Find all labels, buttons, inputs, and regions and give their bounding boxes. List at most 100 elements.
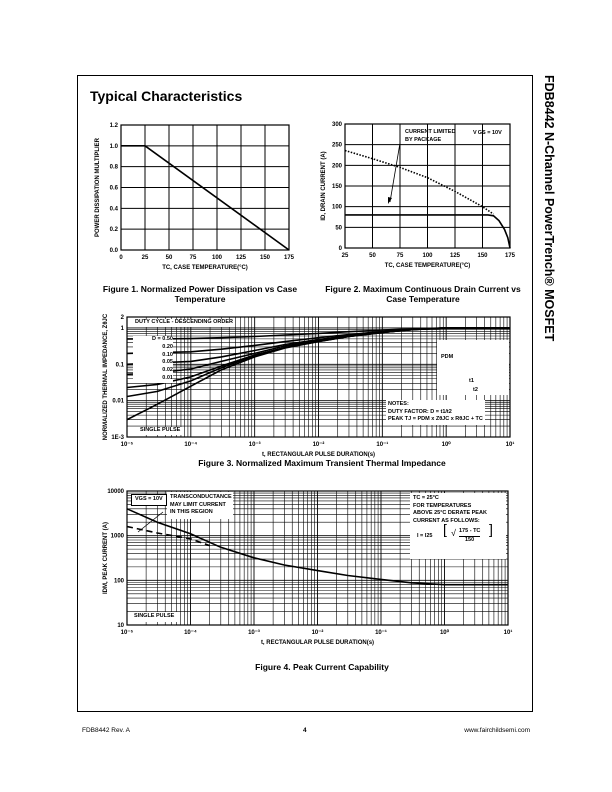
duty-factor-note: DUTY FACTOR: D = t1/t2	[388, 408, 452, 415]
x-axis-label: TC, CASE TEMPERATURE(°C)	[385, 263, 471, 269]
derate-line2: ABOVE 25°C DERATE PEAK	[413, 510, 487, 516]
y-tick-label: 100	[114, 578, 125, 584]
y-tick-label: 250	[332, 143, 343, 149]
x-tick-label: 100	[422, 253, 433, 259]
t2-label: t2	[473, 387, 478, 393]
x-tick-label: 150	[477, 253, 488, 259]
x-tick-label: 10⁻³	[248, 629, 260, 636]
series-line	[126, 327, 510, 421]
derate-line1: FOR TEMPERATURES	[413, 502, 472, 509]
x-tick-label: 10⁻¹	[375, 629, 387, 636]
derating-formula: I = I25 [ √ 175 - TC 150 ]	[413, 521, 503, 547]
x-tick-label: 0	[119, 255, 123, 261]
y-tick-label: 10000	[107, 489, 124, 495]
x-tick-label: 50	[166, 255, 173, 261]
y-tick-label: 150	[332, 184, 343, 190]
x-tick-label: 75	[190, 255, 197, 261]
x-tick-label: 10⁻⁴	[184, 442, 197, 448]
fig1-chart: 0 25 50 75 100 125 150 175 0.0 0.2 0.4 0.6 0.8 1.0 1.2…	[95, 123, 295, 271]
trans-line1: TRANSCONDUCTANCE	[170, 494, 232, 500]
fig3-pulse-diagram: PDM t1 t2	[437, 340, 509, 395]
legend-d-050: D = 0.50	[152, 336, 173, 342]
x-tick-label: 10⁰	[442, 441, 452, 448]
y-tick-label: 0.4	[110, 206, 119, 212]
x-tick-label: 10⁻⁵	[121, 630, 134, 636]
y-tick-label: 0.0	[110, 248, 119, 254]
x-tick-label: 25	[142, 255, 149, 261]
y-axis-label: ID, DRAIN CURRENT (A)	[321, 151, 327, 220]
figure1-caption-line1: Figure 1. Normalized Power Dissipation v…	[102, 284, 298, 294]
y-tick-label: 1E-3	[111, 435, 124, 441]
t1-label: t1	[469, 378, 474, 384]
figure1-caption: Figure 1. Normalized Power Dissipation v…	[86, 284, 314, 304]
footer-revision: FDB8442 Rev. A	[82, 727, 130, 734]
y-tick-label: 0.01	[112, 399, 124, 405]
formula-bracket-right: ]	[489, 521, 493, 537]
y-tick-label: 1.0	[110, 144, 119, 150]
x-tick-label: 100	[212, 255, 223, 261]
fig3-duty-cycle-label: DUTY CYCLE - DESCENDING ORDER	[133, 319, 235, 327]
x-tick-label: 10¹	[506, 441, 515, 448]
legend-d-010: 0.10	[162, 351, 173, 358]
y-tick-label: 200	[332, 163, 343, 169]
x-axis-label: TC, CASE TEMPERATURE(°C)	[162, 265, 248, 271]
x-tick-label: 10⁻¹	[376, 441, 388, 448]
fig2-chart: 25 50 75 100 125 150 175 0 50 100 150 200 250 300 TC, …	[321, 122, 516, 269]
figure4-caption: Figure 4. Peak Current Capability	[255, 662, 389, 672]
trans-line2: MAY LIMIT CURRENT	[170, 501, 226, 508]
series-line	[345, 214, 511, 249]
x-tick-label: 125	[236, 255, 247, 261]
formula-numerator: 175 - TC	[459, 528, 481, 537]
y-axis-label: POWER DISSIPATION MULTIPLIER	[95, 137, 101, 237]
figure2-caption: Figure 2. Maximum Continuous Drain Curre…	[312, 284, 534, 304]
legend-d-005: 0.05	[162, 359, 173, 366]
tc-line: TC = 25°C	[413, 495, 439, 501]
x-tick-label: 10⁻⁴	[184, 630, 197, 636]
x-tick-label: 175	[284, 255, 295, 261]
footer-website: www.fairchildsemi.com	[464, 727, 530, 734]
y-tick-label: 1000	[111, 534, 125, 540]
footer-page-number: 4	[303, 727, 307, 734]
y-tick-label: 10	[117, 623, 124, 629]
x-tick-label: 10⁻⁵	[121, 442, 134, 448]
y-tick-label: 0	[339, 246, 343, 252]
page-frame	[77, 75, 533, 712]
fig2-annotation-arrow	[389, 142, 401, 203]
figure2-caption-line2: Case Temperature	[386, 294, 460, 304]
x-tick-label: 50	[369, 253, 376, 259]
figure3-caption: Figure 3. Normalized Maximum Transient T…	[198, 458, 446, 468]
formula-bracket-left: [	[443, 521, 447, 537]
formula-denominator: 150	[465, 537, 475, 543]
fig2-vgs-label: V GS = 10V	[473, 130, 502, 136]
peak-tj-note: PEAK TJ = PDM x ZθJC x RθJC + TC	[388, 416, 483, 422]
fig4-annotation-pointer	[137, 511, 164, 533]
notes-heading: NOTES:	[388, 401, 409, 407]
y-tick-label: 100	[332, 205, 343, 211]
fig2-annotation-line1: CURRENT LIMITED	[405, 129, 456, 135]
y-axis-label: IDM, PEAK CURRENT (A)	[103, 522, 109, 594]
pdm-label: PDM	[441, 354, 454, 360]
legend-d-020: 0.20	[162, 343, 173, 350]
x-tick-label: 175	[505, 253, 516, 259]
y-tick-label: 50	[335, 225, 342, 231]
plot-border	[120, 124, 290, 251]
fig4-vgs-label: VGS = 10V	[131, 494, 167, 506]
fig3-duty-legend: D = 0.50 0.20 0.10 0.05 0.02 0.01	[133, 336, 173, 383]
x-tick-label: 125	[450, 253, 461, 259]
legend-d-001: 0.01	[162, 374, 173, 381]
series-line	[126, 525, 210, 547]
series-line	[344, 149, 494, 215]
plot-border	[344, 123, 511, 249]
derate-line3: CURRENT AS FOLLOWS:	[413, 517, 480, 524]
arrowhead-icon	[388, 197, 392, 204]
fig2-annotation-line2: BY PACKAGE	[405, 136, 442, 143]
y-tick-label: 2	[121, 315, 125, 321]
figure1-caption-line2: Temperature	[174, 294, 226, 304]
x-tick-label: 10⁰	[440, 629, 450, 636]
figure2-caption-line1: Figure 2. Maximum Continuous Drain Curre…	[325, 284, 521, 294]
plot-border	[126, 316, 511, 438]
y-tick-label: 0.8	[110, 165, 119, 171]
section-title: Typical Characteristics	[90, 88, 243, 104]
x-tick-label: 10⁻²	[313, 441, 325, 448]
